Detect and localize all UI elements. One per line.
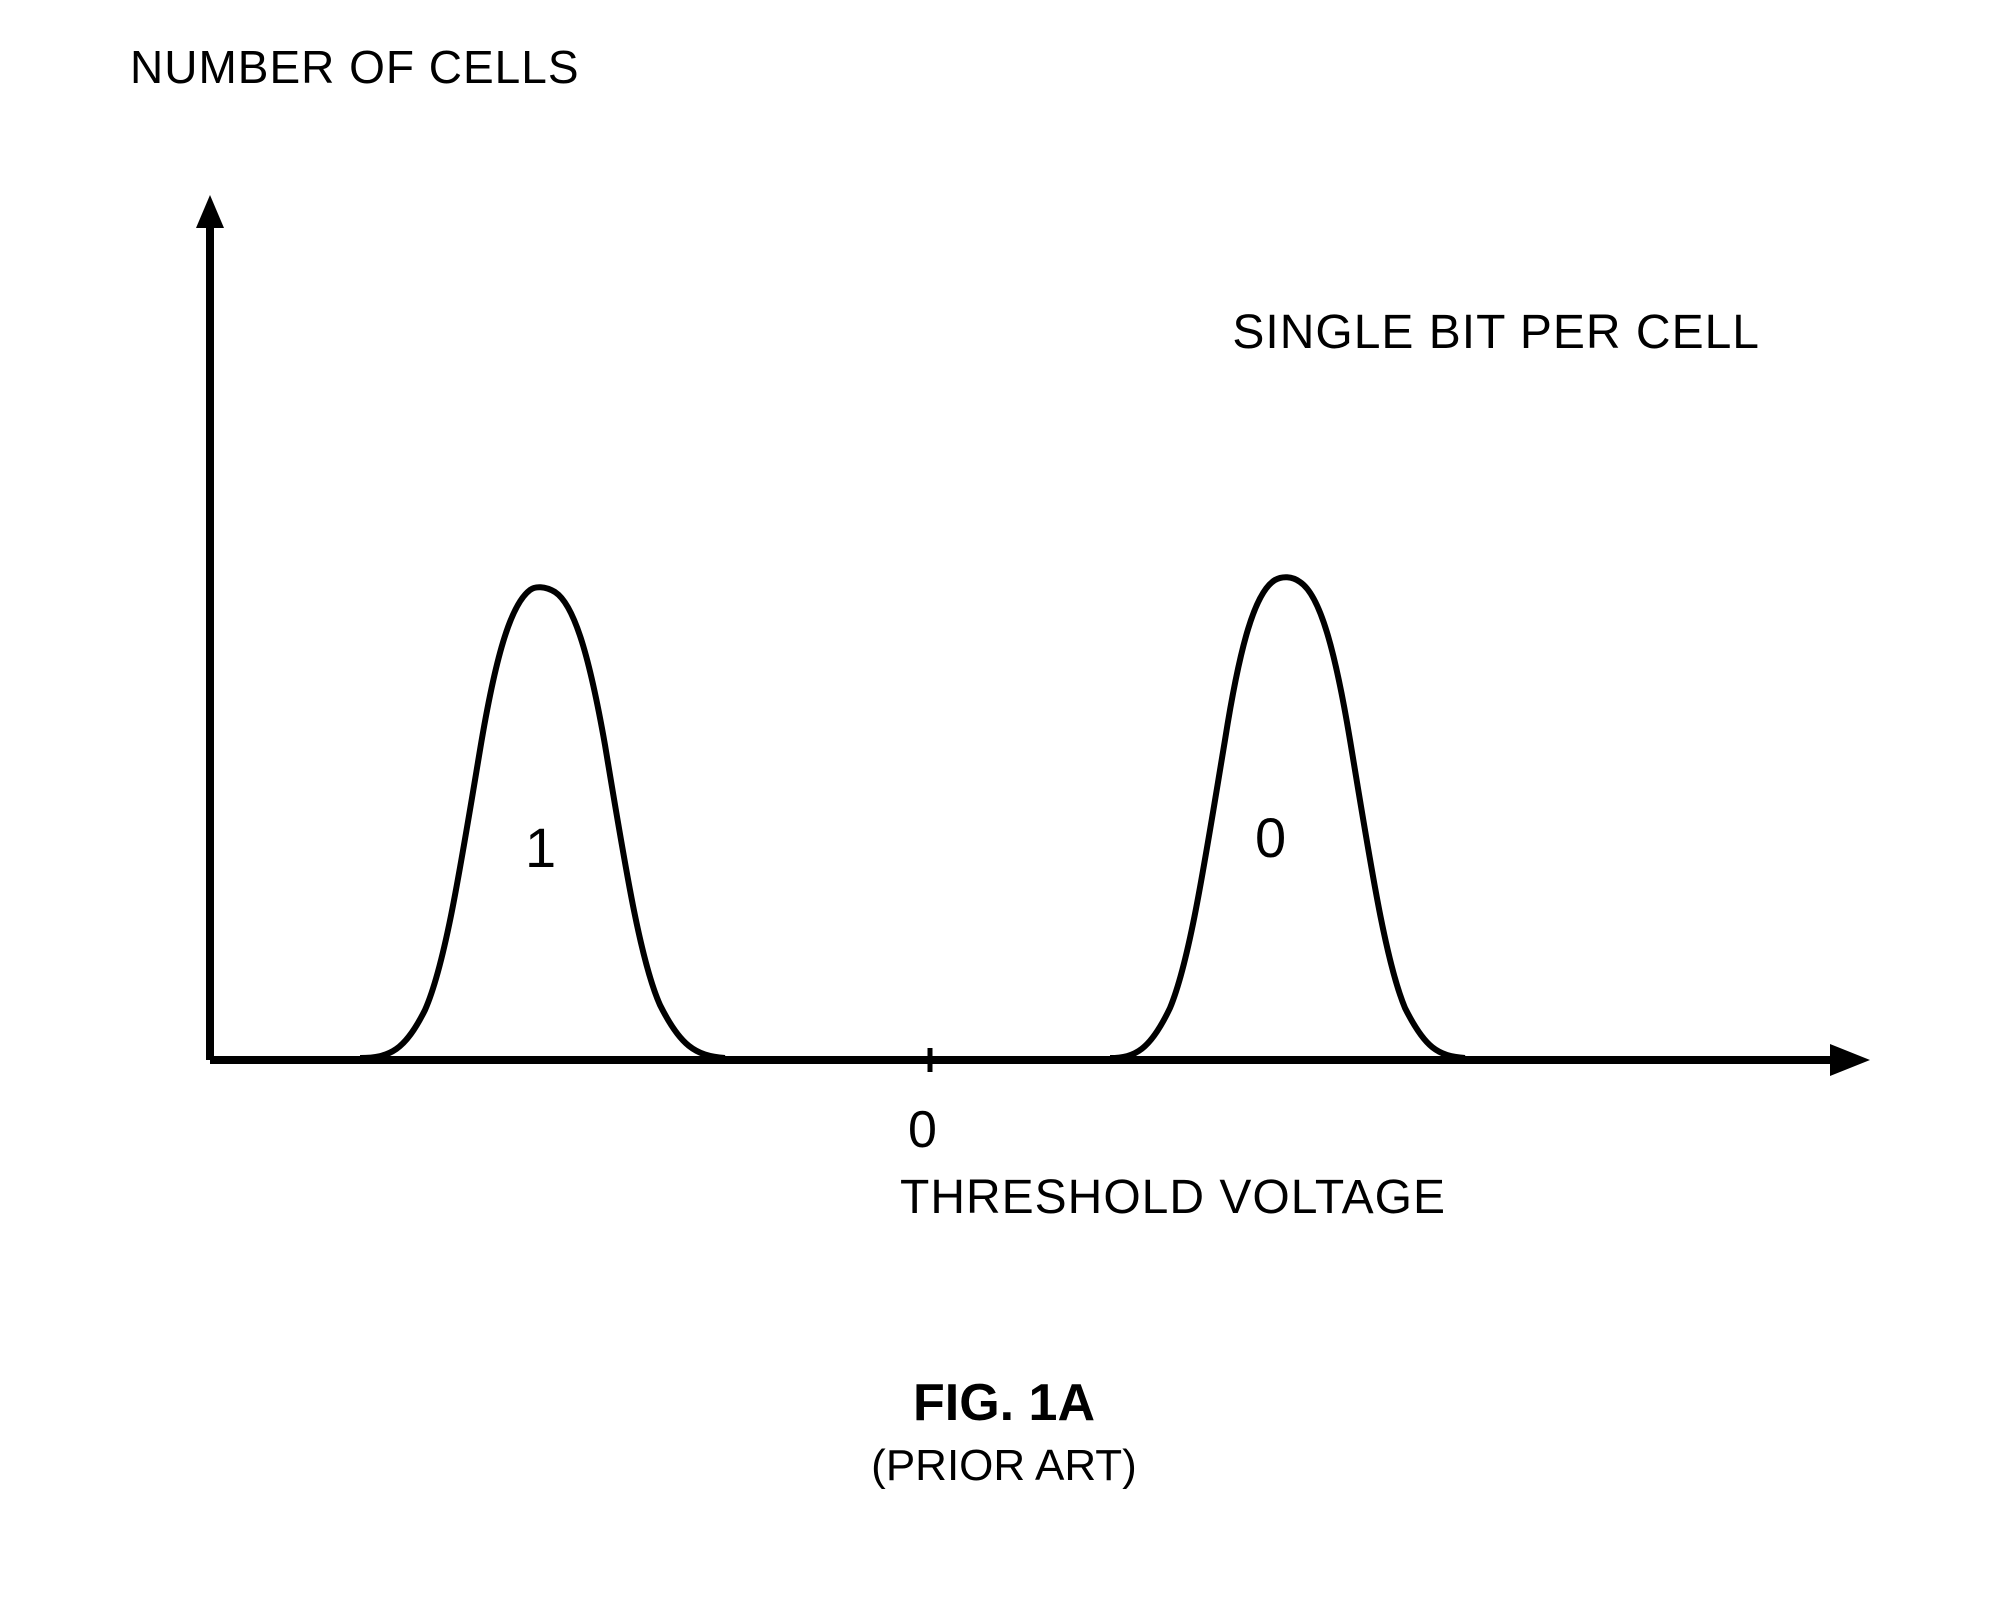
- chart-area: SINGLE BIT PER CELL 0 THRESHOLD VOLTAGE …: [180, 190, 1880, 1090]
- x-axis-label: THRESHOLD VOLTAGE: [900, 1170, 1446, 1225]
- y-axis-arrow: [196, 195, 224, 228]
- zero-tick-label: 0: [908, 1100, 937, 1160]
- figure-subtitle: (PRIOR ART): [0, 1441, 2008, 1491]
- figure-number: FIG. 1A: [0, 1373, 2008, 1433]
- y-axis-label: NUMBER OF CELLS: [130, 40, 580, 94]
- figure-caption: FIG. 1A (PRIOR ART): [0, 1373, 2008, 1491]
- annotation-label: SINGLE BIT PER CELL: [1232, 305, 1760, 360]
- peak-curve-0: [1110, 577, 1465, 1058]
- diagram-container: NUMBER OF CELLS SINGLE BIT PER CELL 0 TH…: [0, 0, 2008, 1598]
- peak-label-0: 0: [1255, 805, 1286, 870]
- peak-label-1: 1: [525, 815, 556, 880]
- x-axis-arrow: [1830, 1044, 1870, 1076]
